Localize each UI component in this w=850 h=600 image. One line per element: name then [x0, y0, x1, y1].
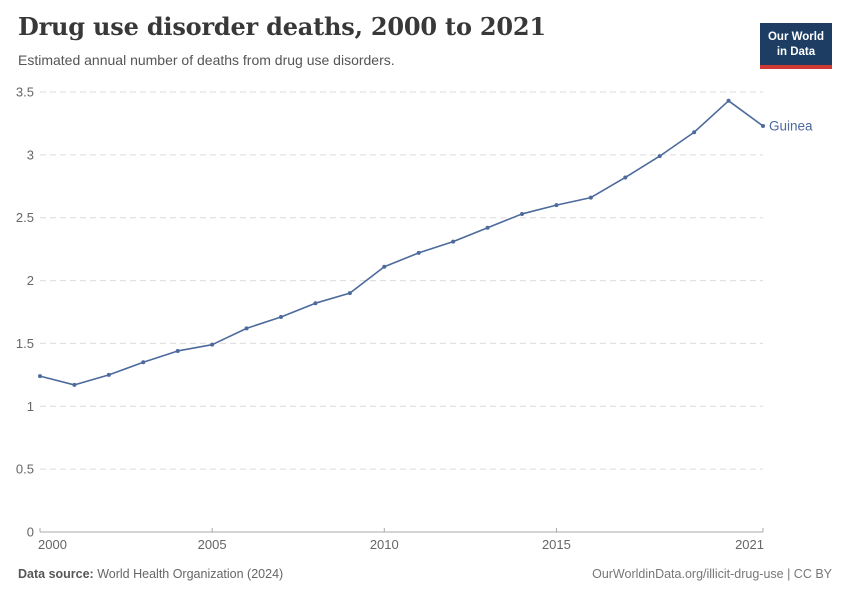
y-tick-label: 1 — [27, 399, 34, 414]
data-point[interactable] — [210, 342, 215, 347]
data-source: Data source: World Health Organization (… — [18, 567, 283, 581]
chart-footer: Data source: World Health Organization (… — [18, 567, 832, 581]
data-point[interactable] — [761, 123, 765, 128]
data-point[interactable] — [279, 315, 283, 320]
data-point[interactable] — [106, 372, 111, 377]
data-line[interactable] — [39, 100, 764, 386]
data-point[interactable] — [141, 360, 146, 365]
data-source-value: World Health Organization (2024) — [97, 567, 284, 581]
data-point[interactable] — [554, 203, 559, 208]
series-label: Guinea — [769, 118, 813, 133]
x-tick-label: 2021 — [735, 537, 764, 552]
y-tick-label: 3.5 — [16, 85, 34, 100]
logo-line1: Our World — [767, 31, 824, 43]
chart-header: Drug use disorder deaths, 2000 to 2021 E… — [18, 12, 832, 69]
data-point[interactable] — [244, 326, 249, 331]
data-point[interactable] — [451, 239, 456, 244]
data-point[interactable] — [416, 250, 421, 255]
chart-title: Drug use disorder deaths, 2000 to 2021 — [18, 12, 546, 41]
x-tick-label: 2015 — [542, 537, 571, 552]
logo-line2: in Data — [776, 45, 816, 58]
data-point[interactable] — [313, 301, 318, 306]
owid-logo: Our World in Data — [759, 23, 832, 69]
x-tick-label: 2000 — [38, 537, 67, 552]
y-tick-label: 2 — [27, 273, 34, 288]
data-point[interactable] — [520, 211, 524, 216]
y-tick-label: 3 — [27, 147, 34, 162]
y-tick-label: 0.5 — [16, 462, 34, 477]
data-point[interactable] — [623, 175, 628, 180]
data-point[interactable] — [588, 195, 593, 200]
y-tick-label: 1.5 — [16, 336, 34, 351]
data-point[interactable] — [382, 264, 387, 269]
y-tick-label: 2.5 — [16, 210, 34, 225]
x-tick-label: 2005 — [198, 537, 227, 552]
credit-link[interactable]: OurWorldinData.org/illicit-drug-use | CC… — [592, 567, 832, 581]
y-tick-label: 0 — [27, 525, 34, 540]
data-point[interactable] — [347, 291, 352, 296]
x-tick-label: 2010 — [370, 537, 399, 552]
data-point[interactable] — [38, 374, 42, 379]
data-point[interactable] — [72, 382, 77, 387]
data-point[interactable] — [726, 98, 731, 103]
chart-subtitle: Estimated annual number of deaths from d… — [18, 51, 395, 68]
data-point[interactable] — [657, 154, 662, 159]
data-point[interactable] — [175, 348, 180, 353]
data-source-label: Data source: — [18, 567, 94, 581]
data-point[interactable] — [485, 225, 490, 230]
data-point[interactable] — [692, 130, 697, 135]
